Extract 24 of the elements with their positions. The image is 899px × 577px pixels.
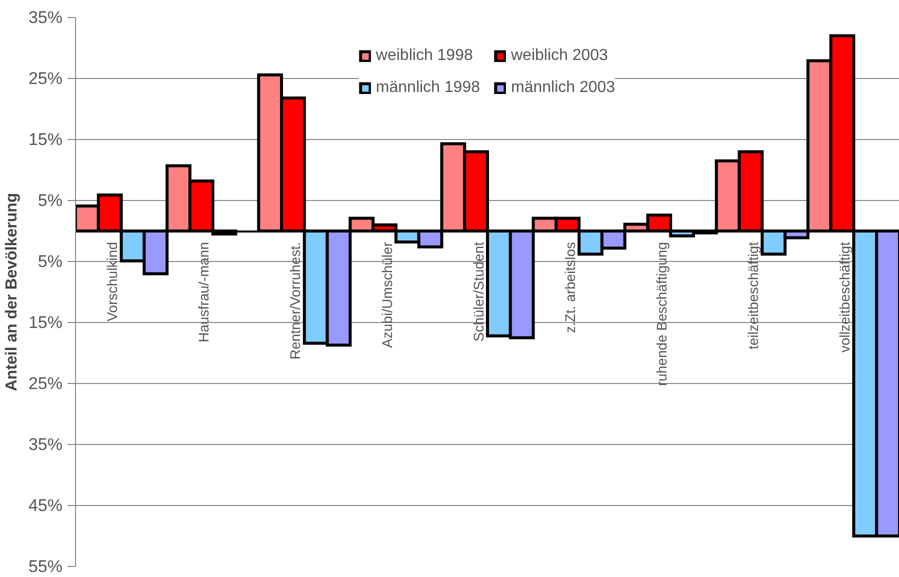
legend-label: männlich 1998 <box>376 79 480 97</box>
y-tick-label: 35% <box>28 435 63 454</box>
x-tick-label: Rentner/Vorruhest. <box>287 242 304 360</box>
x-tick-label: Hausfrau/-mann <box>196 242 212 342</box>
y-tick-label: 5% <box>38 191 63 210</box>
y-axis-title: Anteil an der Bevölkerung <box>3 192 20 392</box>
x-tick-label: Azubi/Umschüler <box>378 242 395 348</box>
y-tick-label: 25% <box>28 374 63 393</box>
y-tick-label: 35% <box>28 8 63 27</box>
x-tick-label: Vorschulkind <box>104 242 120 322</box>
y-tick-label: 5% <box>38 252 63 271</box>
x-tick-label: ruhende Beschäftigung <box>653 242 670 386</box>
y-tick-label: 15% <box>28 130 63 149</box>
legend-label: männlich 2003 <box>511 79 616 97</box>
x-tick-label: teilzeitbeschäftigt <box>745 242 762 350</box>
legend-label: weiblich 1998 <box>376 47 473 65</box>
y-tick-label: 55% <box>28 557 63 576</box>
legend-label: weiblich 2003 <box>511 47 608 65</box>
y-tick-label: 15% <box>28 313 63 332</box>
x-tick-label: z.Zt. arbeitslos <box>562 242 578 334</box>
y-tick-label: 45% <box>28 496 63 515</box>
x-tick-label: vollzeitbeschäftigt <box>836 242 853 353</box>
x-tick-label: Schüler/Student <box>470 242 486 342</box>
y-tick-label: 25% <box>28 69 63 88</box>
